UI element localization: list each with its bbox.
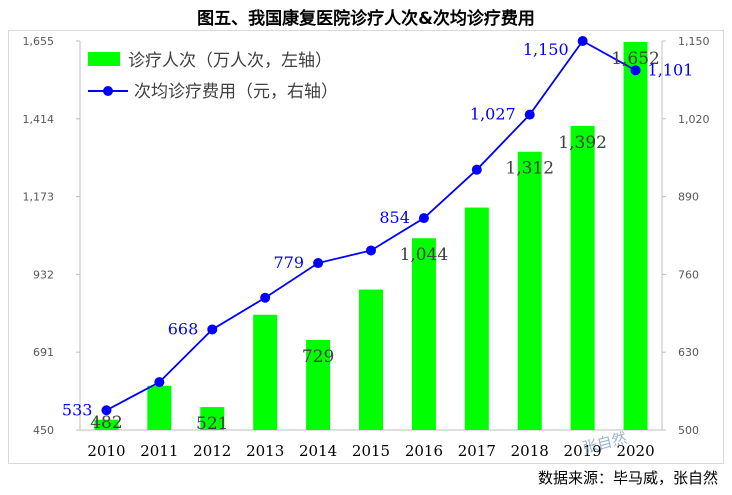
line-label: 779 [274,253,305,272]
x-tick-label: 2020 [616,442,654,460]
x-tick-label: 2014 [299,442,337,460]
y-right-tick-label: 630 [678,346,699,359]
bar-label: 1,044 [400,245,449,265]
bar-label: 1,312 [505,159,554,179]
x-tick-label: 2015 [352,442,390,460]
y-left-tick-label: 1,655 [23,35,55,48]
bar [359,289,383,430]
bar [306,339,331,430]
line-point [577,36,588,46]
y-right-tick-label: 1,020 [678,113,710,126]
line-label: 1,150 [523,40,569,59]
bar-label: 482 [90,413,122,433]
y-left-tick-label: 691 [33,346,54,359]
source-note: 数据来源：毕马威，张自然 [537,469,718,487]
y-left-tick-label: 1,173 [23,191,55,204]
bar [623,41,648,430]
line-point [154,377,165,388]
legend-bar-label: 诊疗人次（万人次，左轴） [128,51,332,71]
y-right-tick-label: 500 [678,424,699,437]
bar [411,238,436,430]
line-point [524,109,535,120]
bar [570,125,595,431]
y-left-tick-label: 1,414 [23,113,55,126]
line-label: 668 [168,319,199,338]
x-tick-label: 2013 [246,442,284,460]
bar [147,385,172,430]
bar [94,419,119,430]
bar [464,207,489,430]
line-point [630,65,641,76]
legend-line-marker [103,86,113,96]
bar-label: 729 [302,347,334,367]
line-label: 533 [62,400,93,419]
legend-bar-swatch [88,52,120,66]
bar [517,151,542,431]
x-tick-label: 2019 [564,442,602,460]
line-point [207,324,218,335]
x-tick-label: 2018 [511,442,549,460]
line-point [471,164,482,175]
bar [253,314,278,430]
x-tick-label: 2010 [87,442,125,460]
y-left-tick-label: 450 [33,424,54,437]
x-tick-label: 2012 [193,442,231,460]
line-point [313,258,324,269]
x-tick-label: 2017 [458,442,496,460]
bar-label: 521 [196,414,228,434]
line-point [366,245,376,256]
bar-label: 1,392 [558,133,607,153]
line-point [101,405,112,416]
bar [200,407,225,430]
y-left-tick-label: 932 [33,268,54,281]
line-label: 1,101 [648,60,694,79]
x-tick-label: 2011 [140,442,178,460]
line-label: 1,027 [470,105,516,124]
x-tick-label: 2016 [405,442,443,460]
chart-frame [8,30,724,464]
chart-title: 图五、我国康复医院诊疗人次&次均诊疗费用 [197,9,535,29]
y-right-tick-label: 760 [678,268,699,281]
line-point [260,292,271,303]
y-right-tick-label: 890 [678,191,699,204]
bar-label: 1,652 [611,49,660,69]
line-label: 854 [379,208,410,227]
legend-line-label: 次均诊疗费用（元，右轴） [134,82,338,102]
line-point [418,213,429,224]
y-right-tick-label: 1,150 [678,35,710,48]
